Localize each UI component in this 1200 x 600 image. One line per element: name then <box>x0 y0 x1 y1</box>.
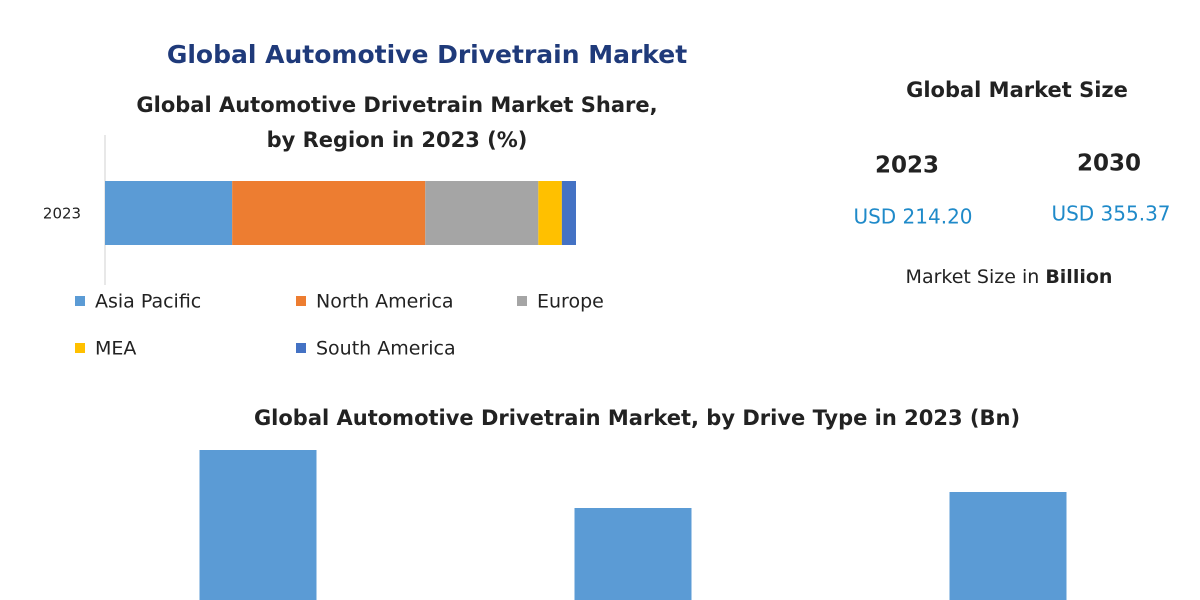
legend-label: Asia Pacific <box>95 291 201 313</box>
bar-segment <box>105 181 233 245</box>
bar-segment <box>232 181 426 245</box>
bar-segment <box>425 181 539 245</box>
year-label: 2030 <box>1077 151 1141 177</box>
legend-swatch <box>75 343 85 353</box>
market-note: Market Size in Billion <box>906 266 1113 288</box>
legend-label: Europe <box>537 291 604 313</box>
market-value: USD 214.20 <box>853 205 972 229</box>
legend-swatch <box>75 296 85 306</box>
bar-segment <box>561 181 576 245</box>
y-tick-label: 2023 <box>43 205 81 223</box>
chart-title: Global Automotive Drivetrain Market Shar… <box>136 93 657 117</box>
market-value: USD 355.37 <box>1051 202 1170 226</box>
bar <box>574 508 692 600</box>
note-unit: Billion <box>1045 266 1112 288</box>
legend-label: South America <box>316 338 456 360</box>
legend-swatch <box>296 296 306 306</box>
legend-swatch <box>296 343 306 353</box>
year-label: 2023 <box>875 153 939 179</box>
chart-title: Global Automotive Drivetrain Market, by … <box>254 406 1020 430</box>
market-size-title: Global Market Size <box>906 78 1128 102</box>
bar <box>949 492 1067 600</box>
legend-swatch <box>517 296 527 306</box>
bar <box>199 450 317 600</box>
main-title: Global Automotive Drivetrain Market <box>167 40 687 69</box>
legend-label: MEA <box>95 338 136 360</box>
bar-segment <box>538 181 562 245</box>
note-text: Market Size in <box>906 266 1040 288</box>
legend-label: North America <box>316 291 454 313</box>
chart-title: by Region in 2023 (%) <box>267 128 528 152</box>
